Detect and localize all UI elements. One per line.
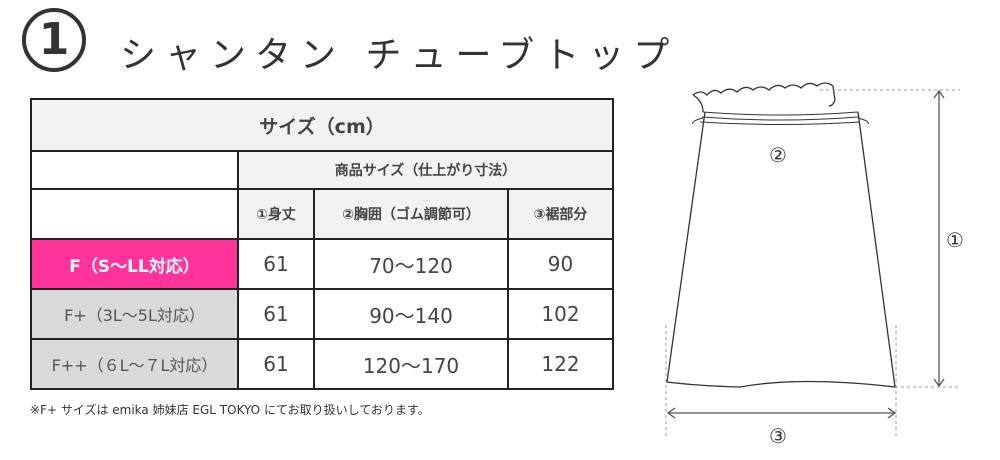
ruffle-top: [692, 82, 836, 107]
column-header: ②胸囲（ゴム調節可）: [313, 188, 509, 240]
cell: 90～140: [313, 288, 509, 340]
cell: 120～170: [313, 338, 509, 390]
table-row: F++（６L～７L対応） 61 120～170 122: [30, 338, 614, 390]
cell: 70～120: [313, 238, 509, 290]
table-caption: サイズ（cm）: [30, 98, 614, 152]
label-chest: ②: [769, 143, 787, 167]
cell: 102: [507, 288, 614, 340]
table-row: F（S～LL対応） 61 70～120 90: [30, 238, 614, 290]
column-header: ①身丈: [237, 188, 315, 240]
label-hem: ③: [769, 424, 787, 448]
empty-cell: [30, 150, 239, 190]
row-label: F+（3L～5L対応）: [30, 288, 239, 340]
column-header: ③裾部分: [507, 188, 614, 240]
cell: 61: [237, 238, 315, 290]
cell: 122: [507, 338, 614, 390]
title-number-badge: 1: [22, 8, 86, 72]
size-table: サイズ（cm） 商品サイズ（仕上がり寸法） ①身丈 ②胸囲（ゴム調節可） ③裾部…: [30, 98, 614, 390]
page-title: シャンタン チューブトップ: [120, 35, 679, 76]
label-length: ①: [946, 228, 964, 252]
row-label: F++（６L～７L対応）: [30, 338, 239, 390]
waist-band: [699, 111, 861, 125]
cell: 61: [237, 338, 315, 390]
skirt-body: [666, 111, 896, 388]
footnote: ※F+ サイズは emika 姉妹店 EGL TOKYO にてお取り扱いしており…: [30, 403, 430, 417]
group-header: 商品サイズ（仕上がり寸法）: [237, 150, 614, 190]
table-row: F+（3L～5L対応） 61 90～140 102: [30, 288, 614, 340]
row-label: F（S～LL対応）: [30, 238, 239, 290]
cell: 61: [237, 288, 315, 340]
empty-cell: [30, 188, 239, 240]
cell: 90: [507, 238, 614, 290]
